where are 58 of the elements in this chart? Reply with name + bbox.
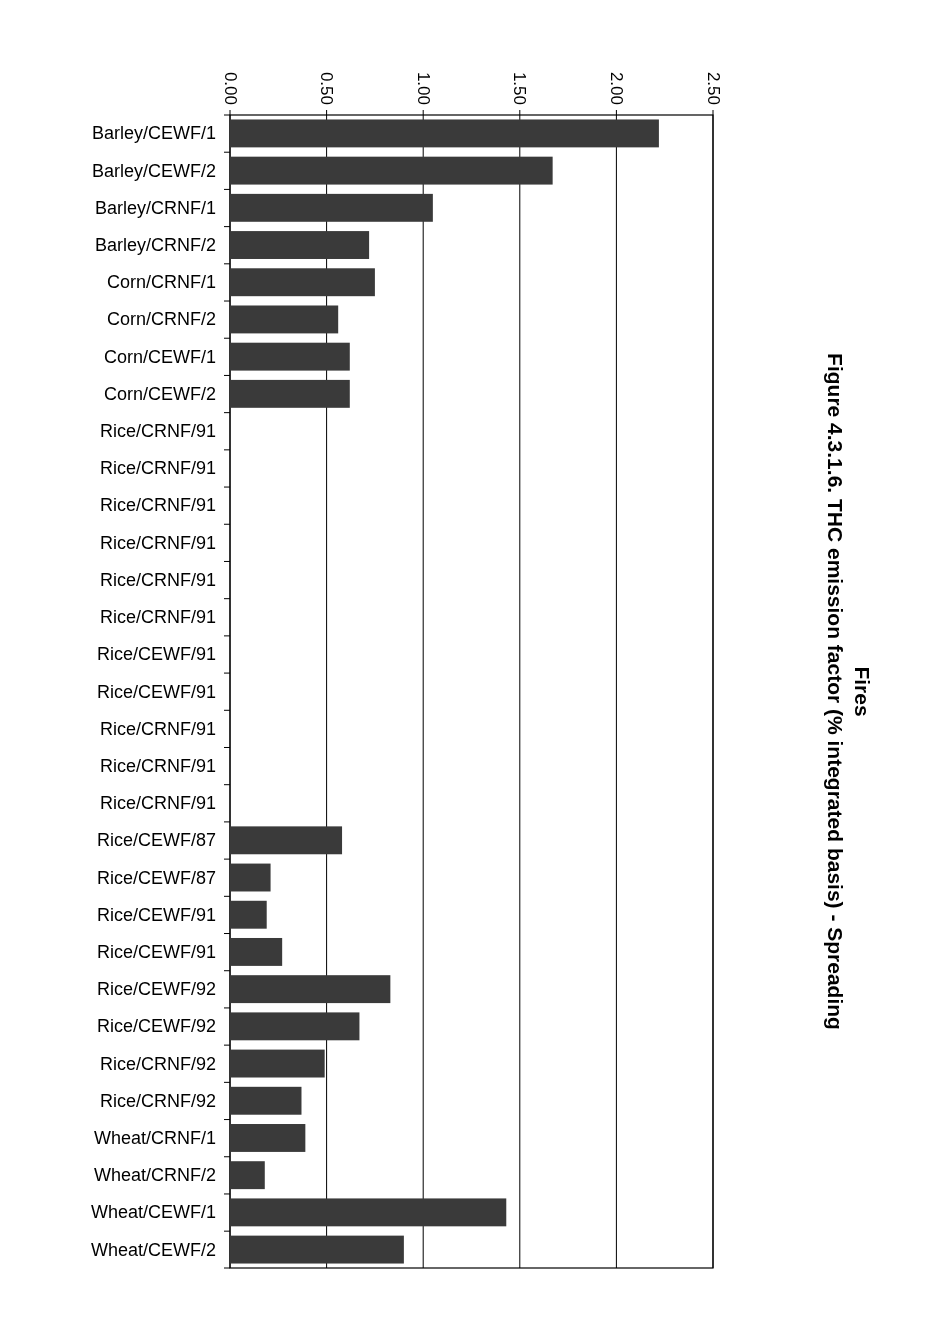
- y-tick-label: Barley/CEWF/1: [91, 123, 216, 144]
- y-tick-label: Rice/CRNF/91: [99, 755, 216, 776]
- y-tick-label: Barley/CEWF/2: [91, 160, 216, 181]
- bar: [230, 1161, 265, 1190]
- y-tick-label: Corn/CEWF/2: [103, 383, 216, 404]
- x-tick-label: 2.50: [703, 71, 723, 105]
- y-tick-label: Wheat/CRNF/2: [93, 1165, 216, 1186]
- y-tick-label: Barley/CRNF/1: [94, 197, 216, 218]
- y-tick-label: Rice/CRNF/91: [99, 793, 216, 814]
- x-tick-label: 0.00: [220, 71, 240, 105]
- bar: [230, 1049, 325, 1078]
- y-tick-label: Rice/CEWF/92: [96, 1016, 216, 1037]
- bar: [230, 305, 339, 334]
- text: Figure 4.3.1.6. THC emission factor (% integrated basis) - Spreading Fires: [824, 353, 874, 1030]
- bar: [230, 937, 283, 966]
- y-tick-label: Rice/CRNF/91: [99, 458, 216, 479]
- bar: [230, 156, 553, 185]
- y-tick-label: Barley/CRNF/2: [94, 235, 216, 256]
- bar: [230, 863, 271, 892]
- y-tick-label: Wheat/CEWF/1: [90, 1202, 216, 1223]
- y-tick-label: Rice/CEWF/87: [96, 867, 216, 888]
- y-tick-label: Rice/CRNF/91: [99, 718, 216, 739]
- y-tick-label: Rice/CEWF/87: [96, 830, 216, 851]
- bar: [230, 268, 375, 297]
- bar: [230, 119, 659, 148]
- bar: [230, 1086, 302, 1115]
- y-tick-label: Corn/CEWF/1: [103, 346, 216, 367]
- bar: [230, 342, 350, 371]
- bar: [230, 1198, 507, 1227]
- y-tick-label: Rice/CEWF/91: [96, 681, 216, 702]
- bar: [230, 193, 433, 222]
- bar: [230, 379, 350, 408]
- y-tick-label: Rice/CRNF/91: [99, 495, 216, 516]
- x-tick-label: 2.00: [606, 71, 626, 105]
- y-tick-label: Rice/CEWF/92: [96, 979, 216, 1000]
- y-tick-label: Corn/CRNF/1: [106, 272, 216, 293]
- y-tick-label: Rice/CEWF/91: [96, 644, 216, 665]
- bar: [230, 975, 391, 1004]
- y-tick-label: Rice/CRNF/91: [99, 569, 216, 590]
- bar: [230, 1124, 306, 1152]
- y-tick-label: Wheat/CEWF/2: [90, 1239, 216, 1260]
- x-tick-label: 1.50: [510, 71, 530, 105]
- bar: [230, 231, 370, 259]
- y-tick-label: Corn/CRNF/2: [106, 309, 216, 330]
- bar: [230, 826, 343, 855]
- y-tick-label: Wheat/CRNF/1: [93, 1127, 216, 1148]
- y-tick-label: Rice/CRNF/91: [99, 421, 216, 442]
- y-tick-label: Rice/CRNF/91: [99, 607, 216, 628]
- bar: [230, 900, 267, 929]
- y-tick-label: Rice/CRNF/91: [99, 532, 216, 553]
- y-tick-label: Rice/CEWF/91: [96, 941, 216, 962]
- y-tick-label: Rice/CRNF/92: [99, 1053, 216, 1074]
- x-tick-label: 1.00: [413, 71, 433, 105]
- y-tick-label: Rice/CEWF/91: [96, 904, 216, 925]
- bar: [230, 1235, 404, 1264]
- bar: [230, 1012, 360, 1041]
- y-tick-label: Rice/CRNF/92: [99, 1090, 216, 1111]
- x-tick-label: 0.50: [317, 71, 337, 105]
